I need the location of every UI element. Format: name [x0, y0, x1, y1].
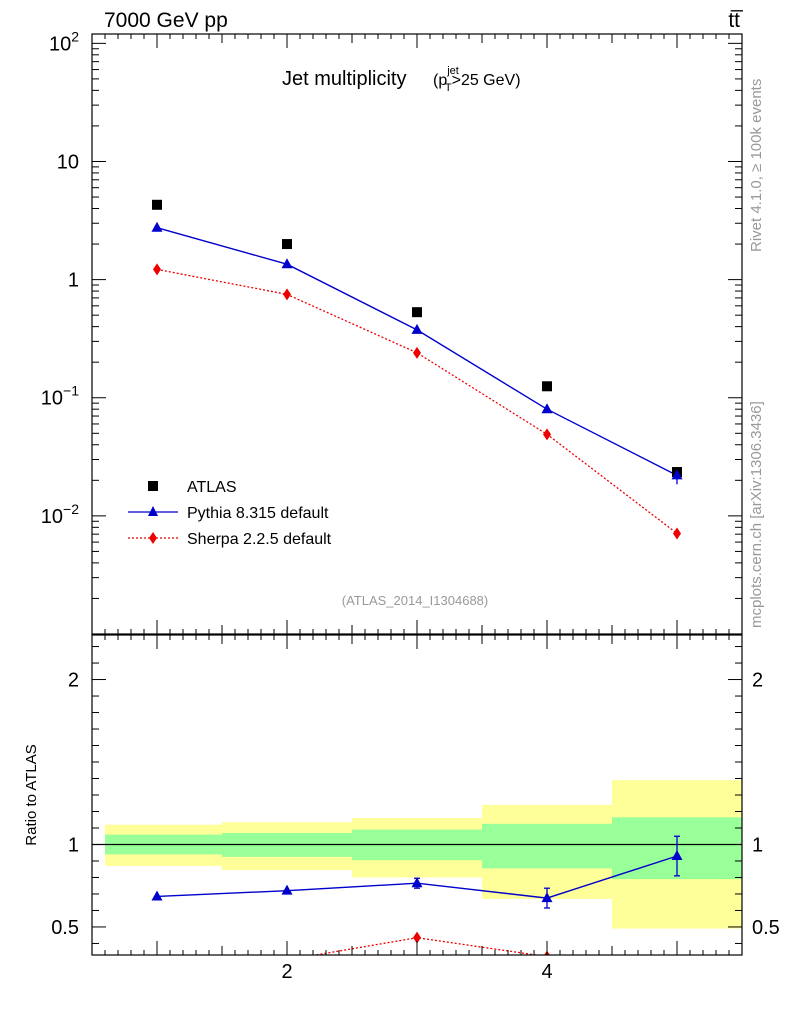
sherpa-point: [283, 288, 291, 301]
y-tick-label-base: 10: [49, 33, 71, 55]
ratio-pythia-point: [281, 884, 293, 895]
title-annotation-open: (: [433, 72, 439, 89]
ratio-pythia-point: [411, 877, 423, 888]
chart-title-annotation: (pjet T>25 GeV): [433, 65, 521, 94]
ratio-axes: 0.5 0.5 1 1 2 2 2 4: [51, 635, 780, 983]
chart-title: Jet multiplicity: [282, 68, 406, 90]
sherpa-point: [673, 527, 681, 540]
x-tick-label: 4: [541, 961, 552, 983]
legend-marker-pythia: [148, 506, 158, 516]
ratio-pythia-point: [541, 892, 553, 903]
y-tick-label-exponent: −1: [63, 383, 79, 399]
legend-marker-sherpa: [149, 532, 157, 544]
legend: ATLAS Pythia 8.315 default Sherpa 2.2.5 …: [128, 479, 332, 548]
sherpa-point: [153, 263, 161, 276]
atlas-point: [412, 307, 422, 318]
legend-label-atlas: ATLAS: [187, 479, 237, 496]
ratio-y-tick-label-right: 0.5: [752, 917, 780, 939]
pythia-point: [411, 323, 423, 334]
ratio-panel: 0.5 0.5 1 1 2 2 2 4 Ratio to ATLAS: [23, 634, 780, 983]
pythia-point: [281, 258, 293, 269]
atlas-point: [152, 199, 162, 210]
legend-marker-atlas: [148, 481, 158, 491]
y-tick-label-exponent: 2: [71, 28, 79, 44]
ratio-y-tick-label: 1: [68, 834, 79, 856]
ratio-ylabel: Ratio to ATLAS: [23, 744, 40, 845]
ratio-pythia-point: [151, 890, 163, 901]
legend-label-sherpa: Sherpa 2.2.5 default: [187, 531, 332, 548]
y-tick-label: 10−1: [41, 383, 79, 410]
header-collision-label: 7000 GeV pp: [104, 9, 228, 32]
pythia-point: [671, 469, 683, 480]
ratio-y-tick-label: 0.5: [51, 917, 79, 939]
sherpa-point: [413, 346, 421, 359]
x-tick-label: 2: [281, 961, 292, 983]
y-tick-label-base: 10: [41, 506, 63, 528]
ratio-band-inner: [482, 823, 612, 869]
y-tick-label: 1: [68, 270, 79, 292]
title-annotation-p: p: [438, 72, 447, 89]
y-tick-label-base: 10: [41, 388, 63, 410]
title-annotation-rest: >25 GeV): [452, 72, 521, 89]
main-plot-area: [151, 199, 683, 540]
ratio-y-tick-label: 2: [68, 670, 79, 692]
atlas-point: [542, 381, 552, 392]
sherpa-line: [156, 268, 678, 534]
y-tick-label: 102: [49, 28, 79, 55]
ratio-sherpa-point: [673, 969, 681, 981]
y-tick-label: 10−2: [41, 501, 79, 528]
y-tick-label: 10: [57, 151, 79, 173]
ratio-sherpa-point: [413, 931, 421, 944]
chart-title-main: Jet multiplicity: [282, 68, 406, 90]
sherpa-point: [543, 428, 551, 441]
ratio-y-tick-label-right: 2: [752, 670, 763, 692]
pythia-point: [541, 403, 553, 414]
ratio-plot-area: [92, 780, 742, 981]
title-annotation-sub: T: [445, 82, 452, 94]
ratio-pythia-point: [671, 850, 683, 861]
mcplots-reference-label: mcplots.cern.ch [arXiv:1306.3436]: [748, 401, 765, 628]
rivet-version-label: Rivet 4.1.0, ≥ 100k events: [748, 79, 765, 252]
title-annotation-sup: jet: [446, 65, 459, 77]
ratio-sherpa-point: [153, 956, 161, 968]
analysis-watermark: (ATLAS_2014_I1304688): [342, 593, 488, 608]
atlas-point: [282, 239, 292, 250]
pythia-point: [151, 221, 163, 232]
legend-label-pythia: Pythia 8.315 default: [187, 505, 329, 522]
header-process-label: tt̅: [728, 9, 744, 32]
y-tick-label-exponent: −2: [63, 501, 79, 517]
ratio-y-tick-label-right: 1: [752, 834, 763, 856]
